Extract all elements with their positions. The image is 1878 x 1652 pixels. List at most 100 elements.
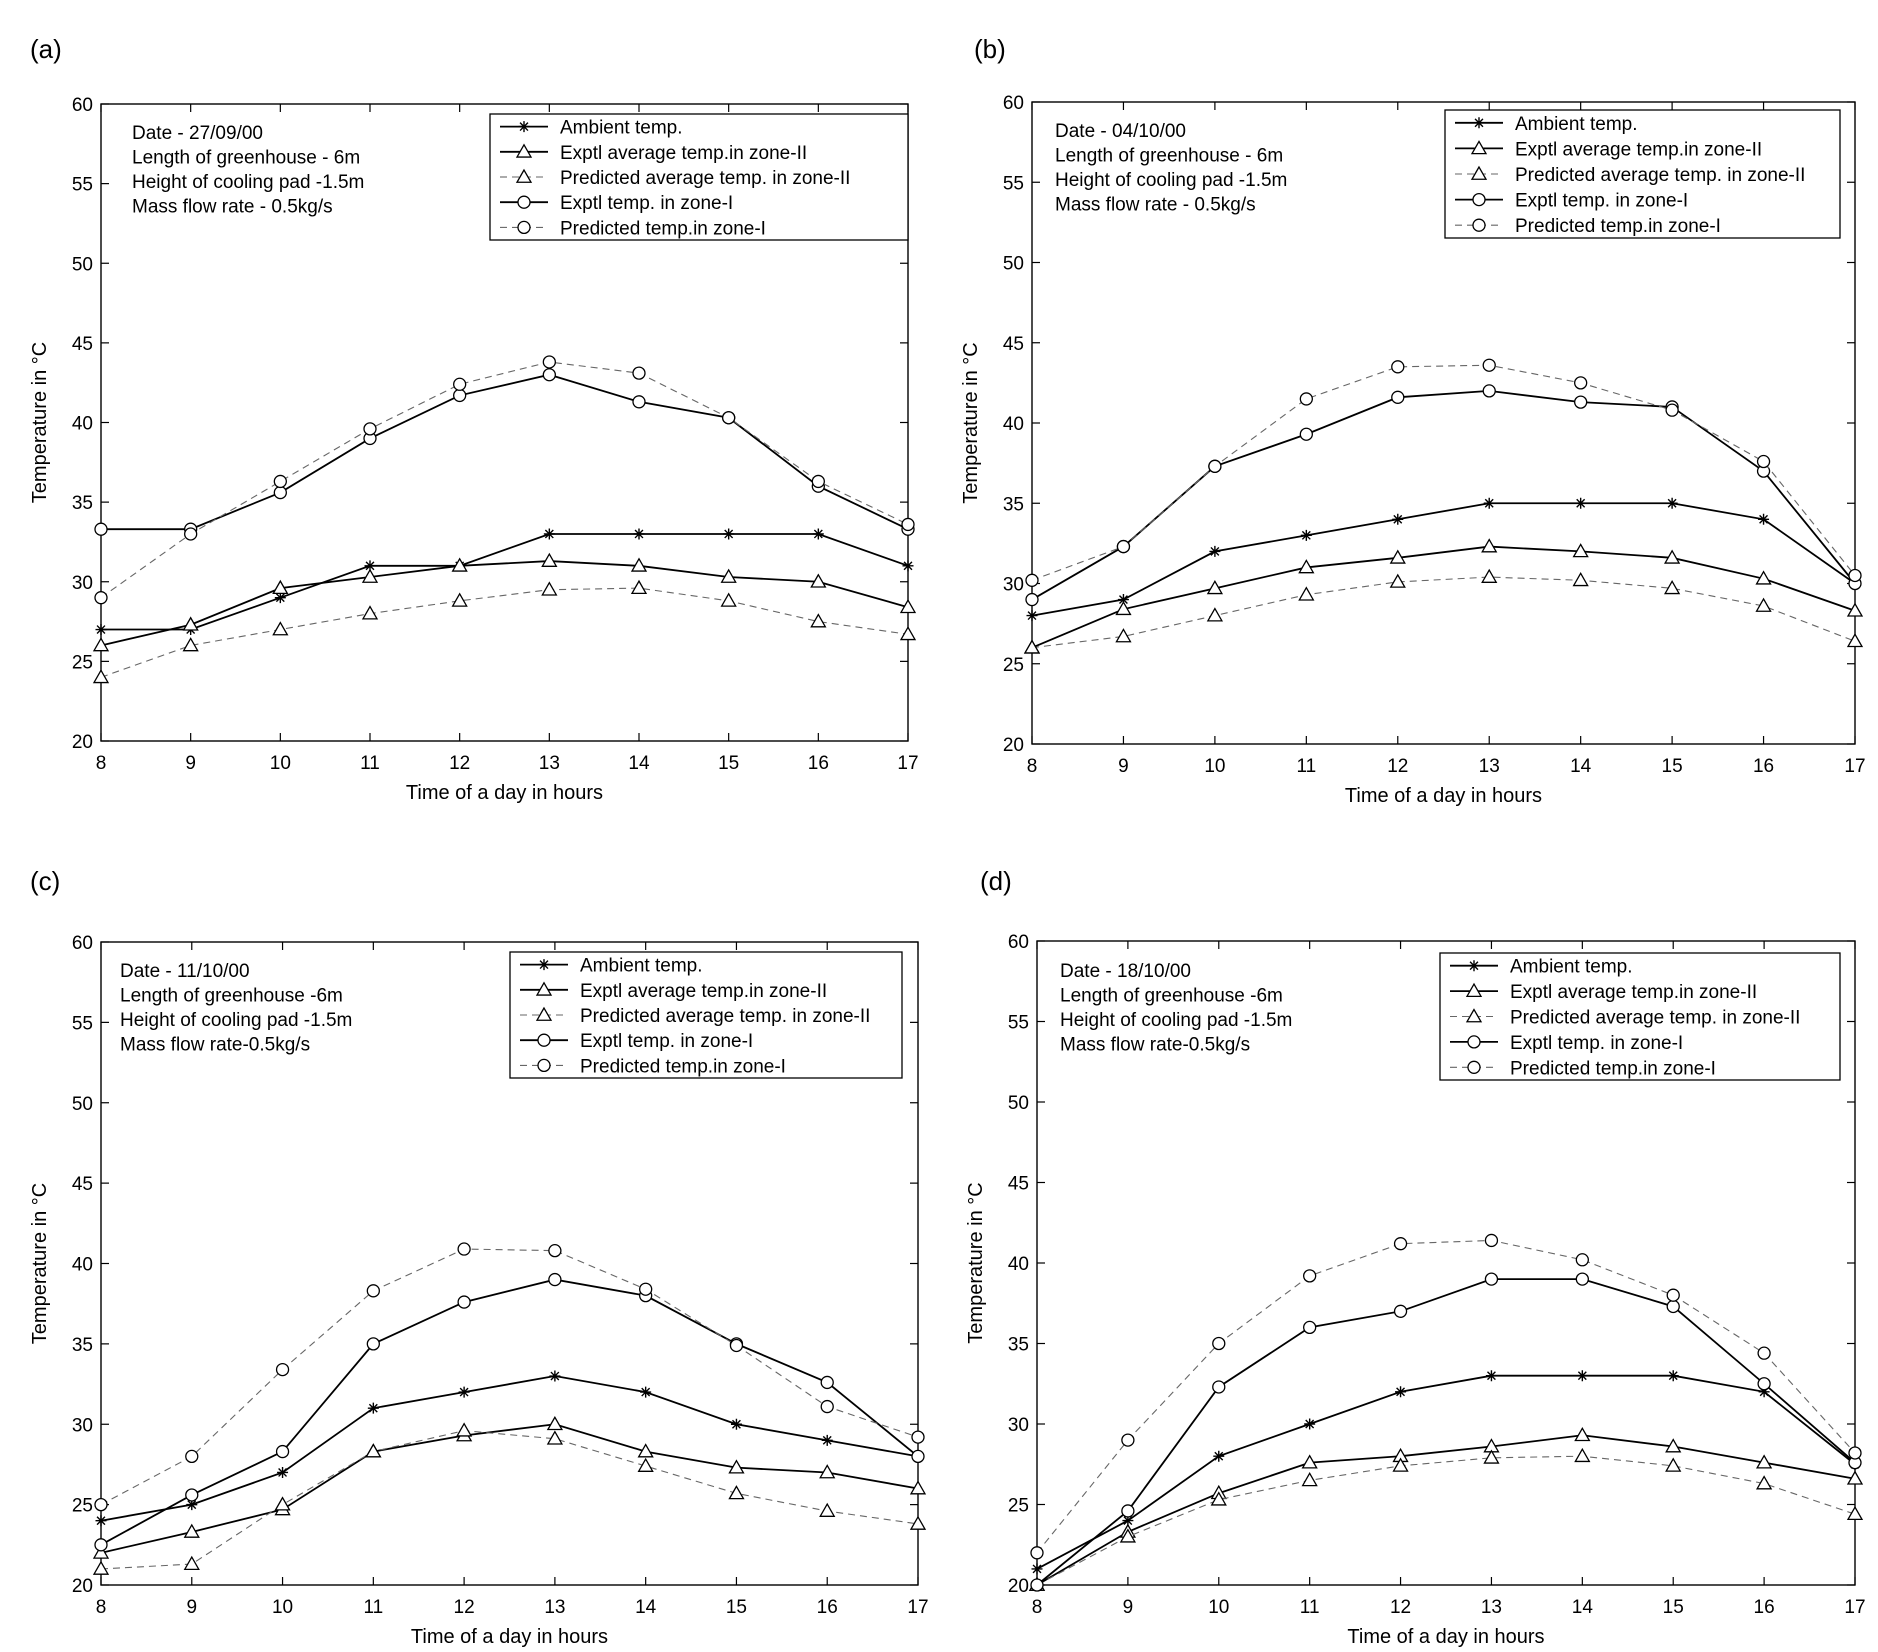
legend-marker (515, 168, 533, 183)
data-point (275, 1362, 290, 1377)
panel-label: (b) (974, 34, 1006, 64)
annotation-line: Date - 18/10/00 (1060, 961, 1191, 982)
y-tick-label: 60 (72, 95, 93, 116)
series-line (100, 1248, 919, 1506)
y-tick-label: 45 (1008, 1174, 1029, 1195)
data-point (546, 1415, 564, 1431)
series-line (100, 1375, 919, 1522)
legend-marker (1467, 1060, 1481, 1074)
data-point (185, 1488, 199, 1502)
series-triangle-dashed (92, 579, 917, 684)
data-point (277, 1466, 289, 1478)
data-point (633, 528, 645, 540)
x-tick-label: 15 (718, 753, 739, 774)
data-point (1846, 1505, 1864, 1521)
data-point (728, 1485, 745, 1500)
data-point (1299, 392, 1313, 406)
data-point (1758, 1386, 1770, 1398)
chart-panel-b: (b) 8 9 10 11 12 13 14 15 16 17 20 25 30 35 40 45 50 55 60 T… (960, 34, 1866, 807)
x-tick-label: 12 (449, 753, 470, 774)
data-point (720, 568, 737, 583)
data-point (637, 1443, 654, 1458)
data-point (812, 528, 824, 540)
data-point (630, 557, 648, 572)
annotation-line: Height of cooling pad -1.5m (132, 172, 364, 193)
data-point (911, 1449, 925, 1464)
legend-entry: Ambient temp. (560, 118, 683, 139)
chart-panel-a: (a) 8 9 10 11 12 13 14 15 16 17 20 25 30 35 40 45 50 55 60 T… (29, 34, 919, 804)
x-tick-label: 13 (1479, 756, 1500, 777)
data-point (1210, 1491, 1227, 1506)
data-point (1208, 459, 1222, 473)
series-star-solid (95, 1370, 924, 1527)
data-point (1298, 586, 1315, 601)
data-point (901, 517, 915, 532)
legend-box (1439, 952, 1841, 1081)
series-line (1036, 1455, 1856, 1586)
series-star-solid (1031, 1370, 1861, 1575)
x-tick-label: 9 (1123, 1597, 1134, 1618)
data-point (1665, 1438, 1682, 1453)
legend-box (509, 951, 903, 1079)
series-triangle-solid (1023, 538, 1864, 654)
data-point (1393, 1237, 1408, 1251)
legend: Ambient temp. Exptl average temp.in zone-… (1439, 952, 1841, 1081)
data-point (1485, 1370, 1497, 1382)
legend-marker (1473, 117, 1485, 129)
data-point (542, 355, 556, 369)
annotation-line: Mass flow rate-0.5kg/s (1060, 1035, 1250, 1056)
annotation-line: Height of cooling pad -1.5m (1060, 1010, 1292, 1031)
data-point (451, 557, 468, 572)
data-point (546, 1430, 564, 1445)
chart-panel-d: (d) 8 9 10 11 12 13 14 15 16 17 20 25 30 35 40 45 50 55 60 T… (965, 866, 1866, 1648)
data-point (361, 605, 379, 620)
legend-entry: Exptl average temp.in zone-II (1515, 139, 1762, 160)
y-tick-label: 55 (1008, 1013, 1029, 1034)
y-tick-label: 35 (1008, 1335, 1029, 1356)
data-point (92, 1544, 110, 1559)
data-point (637, 1457, 654, 1472)
data-point (1846, 602, 1864, 617)
y-tick-label: 25 (72, 1496, 93, 1517)
legend-marker (1472, 192, 1486, 207)
data-point (1755, 570, 1772, 585)
annotation-line: Length of greenhouse - 6m (1055, 146, 1283, 167)
data-point (819, 1502, 836, 1517)
data-point (1757, 1346, 1771, 1360)
data-point (1755, 597, 1772, 612)
data-point (819, 1464, 836, 1479)
x-tick-label: 8 (96, 1597, 107, 1618)
series-line (1031, 576, 1856, 649)
x-tick-label: 9 (185, 753, 196, 774)
data-point (1572, 543, 1589, 558)
x-tick-label: 17 (897, 753, 918, 774)
data-point (1299, 427, 1313, 441)
data-point (549, 1370, 561, 1382)
data-point (94, 1497, 108, 1512)
data-point (899, 625, 917, 641)
x-tick-label: 14 (635, 1597, 657, 1618)
data-point (1482, 384, 1496, 398)
data-point (364, 560, 376, 572)
series-line (1031, 364, 1856, 581)
data-point (1757, 1377, 1771, 1391)
x-tick-label: 9 (1118, 756, 1129, 777)
data-point (1848, 1446, 1862, 1460)
data-point (1756, 454, 1771, 469)
data-point (94, 1538, 108, 1552)
data-point (1030, 1578, 1044, 1592)
x-tick-label: 14 (628, 753, 650, 774)
data-point (1121, 1504, 1135, 1518)
data-point (1574, 1447, 1591, 1463)
panel-label: (c) (30, 866, 60, 896)
data-point (1575, 1272, 1589, 1286)
data-point (361, 568, 379, 583)
x-tick-label: 15 (1662, 756, 1683, 777)
data-point (541, 581, 558, 596)
data-point (1122, 1515, 1134, 1527)
data-point (1300, 529, 1312, 541)
legend-entry: Exptl temp. in zone-I (580, 1031, 753, 1052)
data-point (542, 368, 556, 382)
legend-entry: Predicted temp.in zone-I (580, 1056, 786, 1077)
panel-label: (a) (30, 34, 62, 64)
